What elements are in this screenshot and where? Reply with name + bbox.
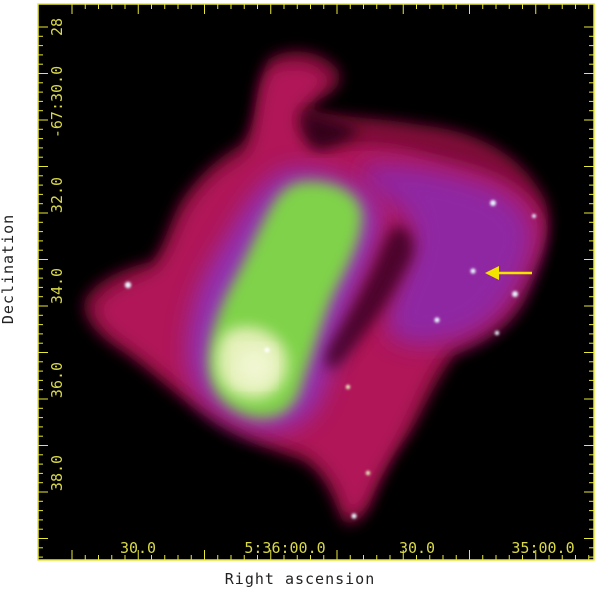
y-axis-title: Declination [0,213,17,325]
dark-notch [303,110,360,150]
point-source [494,330,500,336]
nebula [84,51,549,524]
point-source [124,281,132,289]
y-tick-label: -67:30.0 [48,66,66,138]
y-tick-label: 34.0 [48,268,66,304]
point-source [264,347,270,353]
point-source [532,214,536,218]
x-tick-label: 30.0 [120,539,156,557]
x-tick-label: 35:00.0 [511,539,574,557]
arrow-marker [485,266,532,280]
point-source [490,200,496,206]
x-tick-label: 30.0 [399,539,435,557]
point-source [345,384,351,390]
x-axis-title: Right ascension [224,570,376,588]
tick-marks [38,4,594,560]
y-tick-label: 38.0 [48,455,66,491]
plot-frame [37,3,595,561]
point-source [365,470,371,476]
point-sources [124,200,536,519]
point-source [434,317,440,323]
y-tick-labels: 28 -67:30.0 32.0 34.0 36.0 38.0 [48,18,66,491]
x-tick-label: 5:36:00.0 [244,539,325,557]
y-tick-label: 36.0 [48,362,66,398]
point-source [351,513,357,519]
halo-right [360,163,534,345]
y-tick-label: 32.0 [48,177,66,213]
point-source [470,268,476,274]
point-source [512,291,518,297]
x-tick-labels: 30.0 5:36:00.0 30.0 35:00.0 [120,539,575,557]
y-tick-label: 28 [48,18,66,36]
bright-core-inner [237,348,272,385]
dark-lane [325,225,414,369]
